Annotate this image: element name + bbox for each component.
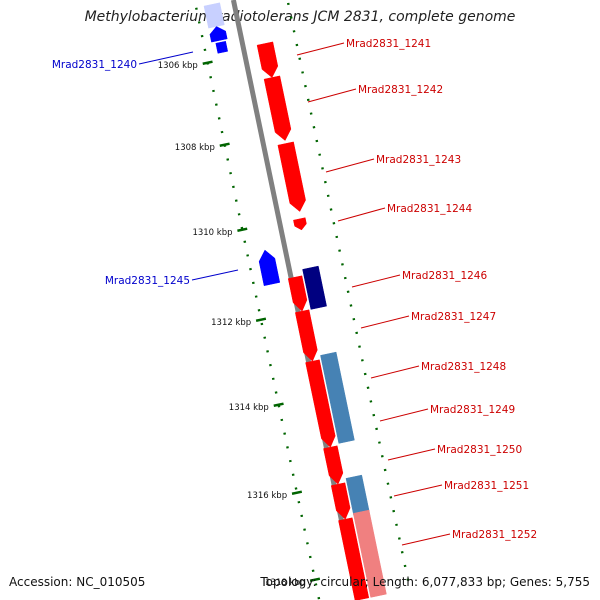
- gene-1248-arrow: [305, 359, 336, 448]
- gene-label-mrad2831_1246: Mrad2831_1246: [402, 270, 487, 282]
- gene-1247-arrow: [295, 309, 318, 362]
- gene-1252-body: [338, 517, 370, 600]
- gene-1240-fragment: [215, 41, 228, 54]
- gene-1241-arrow: [256, 41, 279, 78]
- gene-label-mrad2831_1240: Mrad2831_1240: [52, 59, 137, 71]
- kbp-tick-label: 1318 kbp: [265, 578, 305, 588]
- gene-label-leader: [393, 484, 443, 497]
- gene-label-leader: [337, 207, 386, 222]
- kbp-tick-mark: [237, 227, 248, 232]
- kbp-ticks: 1306 kbp 1308 kbp 1310 kbp 1312 kbp 1314 kbp…: [158, 60, 321, 588]
- gene-label-leader: [138, 51, 194, 65]
- gene-label-mrad2831_1241: Mrad2831_1241: [346, 38, 431, 50]
- gene-labels: Mrad2831_1240 Mrad2831_1241 Mrad2831_1242 M…: [52, 38, 537, 546]
- gene-label-leader: [351, 274, 401, 288]
- gene-label-leader: [387, 448, 436, 461]
- gene-label-mrad2831_1244: Mrad2831_1244: [387, 203, 472, 215]
- gene-label-mrad2831_1243: Mrad2831_1243: [376, 154, 461, 166]
- gene-1251-arrow: [330, 482, 351, 520]
- gene-label-mrad2831_1248: Mrad2831_1248: [421, 361, 506, 373]
- gene-1242-arrow: [263, 75, 292, 141]
- gene-label-leader: [360, 315, 410, 329]
- gene-label-leader: [296, 42, 345, 56]
- gene-1243-arrow: [277, 141, 306, 212]
- kbp-tick-label: 1312 kbp: [211, 318, 251, 328]
- gene-1245-arrow: [258, 249, 281, 286]
- kbp-tick-mark: [273, 402, 284, 407]
- map-title: Methylobacterium radiotolerans JCM 2831,…: [84, 9, 516, 25]
- feature-1248-outer: [320, 351, 355, 444]
- gene-label-mrad2831_1252: Mrad2831_1252: [452, 529, 537, 541]
- kbp-tick-mark: [291, 490, 303, 495]
- gene-label-mrad2831_1250: Mrad2831_1250: [437, 444, 522, 456]
- gene-label-mrad2831_1242: Mrad2831_1242: [358, 84, 443, 96]
- gene-label-mrad2831_1249: Mrad2831_1249: [430, 404, 515, 416]
- accession-text: Accession: NC_010505: [9, 575, 146, 589]
- kbp-tick-label: 1308 kbp: [175, 143, 215, 153]
- gene-label-leader: [370, 365, 420, 379]
- feature-1246-outer: [302, 265, 327, 310]
- gene-label-leader: [325, 158, 375, 173]
- genome-summary-text: Topology: circular; Length: 6,077,833 bp…: [260, 575, 590, 589]
- gene-label-leader: [191, 269, 239, 281]
- gene-label-leader: [379, 408, 429, 422]
- gene-label-mrad2831_1251: Mrad2831_1251: [444, 480, 529, 492]
- feature-1252-outer: [353, 509, 387, 598]
- kbp-tick-mark: [202, 60, 213, 65]
- kbp-tick-mark: [219, 142, 230, 147]
- gene-1240-arrow: [209, 26, 228, 43]
- kbp-tick-label: 1310 kbp: [192, 228, 232, 238]
- gene-label-leader: [401, 533, 451, 546]
- gene-1240-faded-body: [203, 2, 225, 29]
- kbp-tick-mark: [255, 317, 267, 322]
- gene-label-leader: [307, 88, 357, 103]
- feature-track: [203, 2, 387, 600]
- kbp-tick-label: 1306 kbp: [158, 61, 198, 71]
- gene-1244-arrow: [293, 217, 307, 231]
- gene-label-mrad2831_1247: Mrad2831_1247: [411, 311, 496, 323]
- gene-label-mrad2831_1245: Mrad2831_1245: [105, 275, 190, 287]
- gene-1250-arrow: [323, 445, 344, 485]
- kbp-tick-mark: [309, 577, 321, 582]
- gene-1246-arrow: [287, 275, 308, 312]
- kbp-tick-label: 1316 kbp: [247, 491, 287, 501]
- kbp-tick-label: 1314 kbp: [229, 403, 269, 413]
